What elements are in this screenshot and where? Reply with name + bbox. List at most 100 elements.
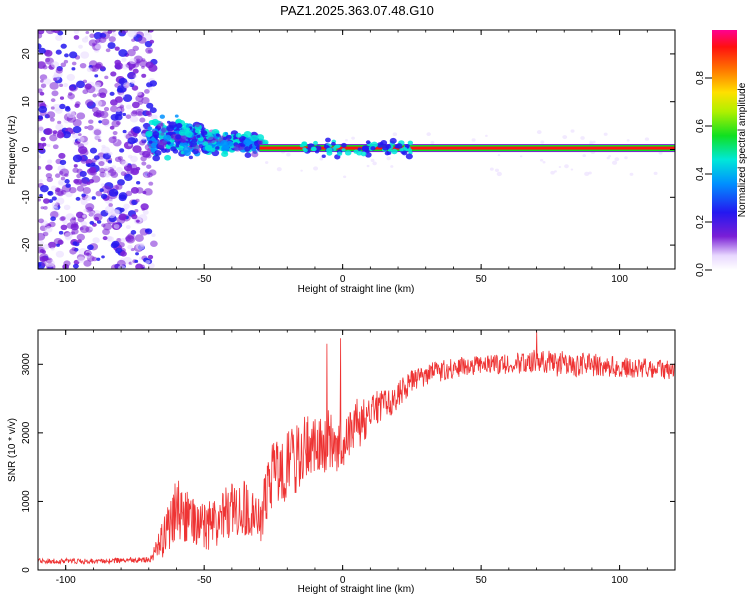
noise-blob (63, 59, 69, 64)
noise-blob (148, 86, 153, 91)
carrier-blob (387, 148, 392, 152)
noise-blob (87, 163, 92, 168)
faint-dot (550, 170, 555, 175)
noise-blob (41, 261, 47, 267)
carrier-blob (395, 143, 403, 149)
noise-blob (77, 256, 85, 263)
noise-blob (118, 194, 127, 202)
signal-blob (148, 140, 153, 144)
signal-blob (244, 146, 251, 152)
noise-blob (73, 35, 80, 40)
carrier-blob (313, 140, 318, 145)
faint-dot (370, 158, 375, 162)
noise-blob (59, 216, 66, 222)
faint-dot (644, 137, 650, 141)
carrier-blob (314, 150, 320, 154)
snr-frame (37, 329, 676, 571)
noise-blob (83, 259, 92, 267)
noise-blob (39, 184, 49, 193)
signal-blob (224, 132, 229, 136)
noise-blob (104, 75, 109, 80)
faint-dot (611, 160, 618, 165)
signal-blob (178, 129, 187, 136)
noise-blob (50, 216, 56, 222)
noise-blob (108, 136, 117, 144)
faint-dot (570, 129, 575, 133)
noise-blob (38, 198, 41, 202)
noise-blob (38, 125, 44, 133)
carrier-blob (325, 137, 331, 143)
noise-blob (59, 83, 64, 88)
noise-blob (76, 112, 86, 120)
signal-blob (233, 144, 242, 152)
faint-dot (345, 139, 348, 142)
carrier-blob (311, 146, 317, 152)
signal-blob (160, 140, 168, 146)
noise-blob (93, 129, 102, 136)
carrier-blob (401, 146, 408, 153)
noise-blob (60, 224, 68, 231)
faint-dot (494, 168, 500, 172)
carrier-blob (405, 153, 413, 160)
noise-blob (129, 58, 137, 65)
noise-blob (41, 250, 46, 254)
noise-blob (146, 164, 152, 169)
noise-blob (139, 140, 146, 146)
noise-blob (108, 151, 113, 156)
noise-blob (94, 81, 102, 88)
signal-blob (176, 122, 183, 129)
noise-blob (74, 103, 80, 108)
signal-blob (200, 130, 208, 136)
noise-blob (50, 247, 55, 251)
noise-blob (76, 185, 85, 192)
noise-blob (139, 126, 145, 130)
signal-blob (207, 136, 216, 144)
faint-dot (582, 154, 586, 158)
spectrogram-xtick-label: 100 (611, 274, 628, 285)
noise-blob (68, 51, 78, 59)
signal-blob (243, 139, 250, 145)
noise-blob (40, 206, 45, 210)
noise-blob (43, 78, 52, 85)
noise-blob (130, 230, 137, 235)
noise-blob (122, 129, 127, 134)
signal-blob (186, 127, 191, 131)
faint-dot (390, 165, 394, 168)
noise-blob (39, 240, 44, 246)
noise-blob (72, 154, 82, 163)
noise-blob (115, 183, 123, 190)
noise-blob (55, 107, 63, 114)
noise-blob (122, 94, 133, 102)
noise-blob (110, 171, 119, 178)
noise-blob (140, 243, 145, 247)
noise-blob (134, 208, 139, 213)
noise-blob (81, 37, 89, 43)
signal-blob (203, 141, 209, 146)
noise-blob (85, 252, 90, 256)
noise-blob (38, 105, 48, 114)
faint-dot (564, 164, 569, 169)
noise-blob (94, 155, 100, 160)
noise-blob (99, 188, 104, 193)
noise-blob (86, 181, 91, 185)
noise-blob (91, 175, 101, 183)
noise-blob (38, 115, 43, 120)
carrier-blob (357, 147, 362, 151)
noise-blob (130, 167, 140, 176)
noise-blob (60, 43, 67, 49)
noise-blob (145, 110, 152, 116)
faint-dot (426, 132, 431, 137)
carrier-blob (341, 142, 347, 148)
faint-dot (603, 132, 608, 136)
signal-blob (193, 144, 201, 151)
noise-blob (132, 126, 142, 134)
noise-blob (105, 48, 111, 53)
noise-blob (42, 244, 50, 250)
noise-blob (114, 46, 120, 51)
noise-blob (147, 49, 152, 53)
noise-blob (86, 67, 93, 73)
noise-blob (139, 150, 145, 156)
noise-blob (64, 232, 73, 240)
noise-blob (89, 147, 98, 154)
